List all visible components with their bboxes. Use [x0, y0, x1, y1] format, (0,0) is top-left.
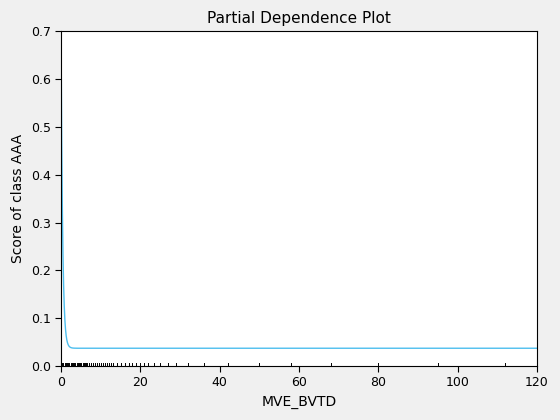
Y-axis label: Score of class AAA: Score of class AAA: [11, 134, 25, 263]
Title: Partial Dependence Plot: Partial Dependence Plot: [207, 11, 391, 26]
X-axis label: MVE_BVTD: MVE_BVTD: [262, 395, 337, 409]
